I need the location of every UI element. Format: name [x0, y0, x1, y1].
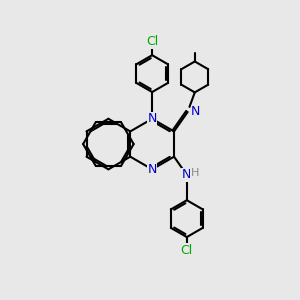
Text: Cl: Cl — [181, 244, 193, 257]
Text: N: N — [148, 112, 157, 125]
Text: Cl: Cl — [146, 35, 158, 48]
Text: N: N — [182, 168, 191, 182]
Text: H: H — [191, 169, 199, 178]
Text: N: N — [148, 163, 157, 176]
Text: N: N — [191, 105, 201, 119]
